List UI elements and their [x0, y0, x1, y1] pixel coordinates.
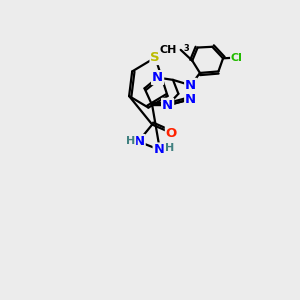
- Text: N: N: [154, 143, 165, 157]
- Text: H: H: [164, 143, 174, 153]
- Text: N: N: [185, 93, 196, 106]
- Text: 3: 3: [183, 44, 189, 53]
- Text: S: S: [151, 51, 160, 64]
- Text: H: H: [126, 136, 135, 146]
- Text: N: N: [134, 135, 145, 148]
- Text: O: O: [166, 127, 177, 140]
- Text: N: N: [185, 79, 196, 92]
- Text: N: N: [152, 71, 163, 84]
- Text: N: N: [162, 99, 173, 112]
- Text: Cl: Cl: [231, 52, 243, 63]
- Text: CH: CH: [160, 45, 177, 55]
